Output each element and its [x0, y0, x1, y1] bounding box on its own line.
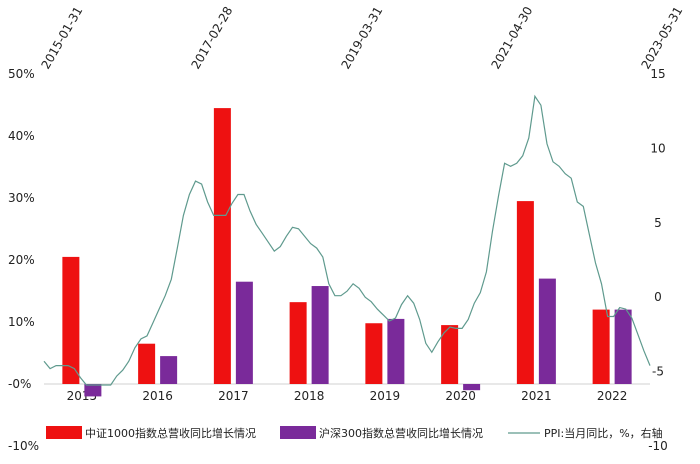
y-left-tick-label: 30%	[8, 191, 35, 205]
bar-csi1000-2017	[213, 108, 231, 384]
y-right-tick-label: 0	[654, 290, 662, 304]
y-right-tick-label: 5	[654, 216, 662, 230]
y-right-tick-label: 15	[650, 67, 665, 81]
top-date-label: 2021-04-30	[488, 4, 535, 71]
y-right-tick-label: -10	[648, 439, 668, 453]
bar-csi1000-2019	[365, 323, 383, 384]
legend-swatch-csi1000	[46, 426, 82, 439]
x-tick-label: 2020	[445, 389, 476, 403]
bar-csi300-2017	[235, 281, 253, 384]
legend-label-csi300: 沪深300指数总营收同比增长情况	[319, 426, 483, 440]
legend: 中证1000指数总营收同比增长情况 沪深300指数总营收同比增长情况 PPI:当月同…	[46, 426, 663, 440]
top-date-label: 2023-05-31	[638, 4, 685, 71]
bar-csi300-2016	[160, 356, 178, 384]
y-left-tick-label: 10%	[8, 315, 35, 329]
legend-label-csi1000: 中证1000指数总营收同比增长情况	[85, 426, 256, 440]
bar-csi1000-2018	[289, 302, 307, 384]
bar-csi300-2021	[538, 278, 556, 384]
ppi-line	[43, 94, 651, 386]
bar-csi1000-2016	[138, 343, 156, 384]
bar-csi300-2022	[614, 309, 632, 384]
bar-csi300-2018	[311, 286, 329, 384]
y-left-tick-label: 40%	[8, 129, 35, 143]
bar-csi1000-2015	[62, 256, 80, 384]
top-date-label: 2017-02-28	[188, 4, 235, 71]
x-tick-label: 2017	[218, 389, 249, 403]
top-date-axis: 2015-01-31 2017-02-28 2019-03-31 2021-04-30…	[38, 4, 685, 71]
y-left-tick-label: 20%	[8, 253, 35, 267]
y-left-tick-label: 50%	[8, 67, 35, 81]
bar-csi1000-2022	[592, 309, 610, 384]
bar-csi300-2019	[387, 318, 405, 384]
bar-csi1000-2021	[516, 201, 534, 384]
x-tick-label: 2019	[370, 389, 401, 403]
top-date-label: 2015-01-31	[38, 4, 85, 71]
legend-swatch-csi300	[280, 426, 316, 439]
top-date-label: 2019-03-31	[338, 4, 385, 71]
bar-csi300-2020	[463, 384, 481, 391]
y-right-tick-label: -5	[652, 365, 664, 379]
legend-label-ppi: PPI:当月同比，%，右轴	[544, 426, 663, 440]
y-left-tick-label: -10%	[8, 439, 39, 453]
x-tick-label: 2022	[597, 389, 628, 403]
y-left-tick-label: -0%	[8, 377, 31, 391]
y-right-tick-label: 10	[650, 141, 665, 155]
bar-csi300-2015	[84, 384, 102, 397]
x-tick-label: 2021	[521, 389, 552, 403]
x-tick-label: 2018	[294, 389, 325, 403]
x-tick-label: 2016	[142, 389, 173, 403]
ppi-line-path	[43, 94, 651, 386]
bar-csi1000-2020	[441, 325, 459, 384]
bars	[62, 108, 632, 397]
